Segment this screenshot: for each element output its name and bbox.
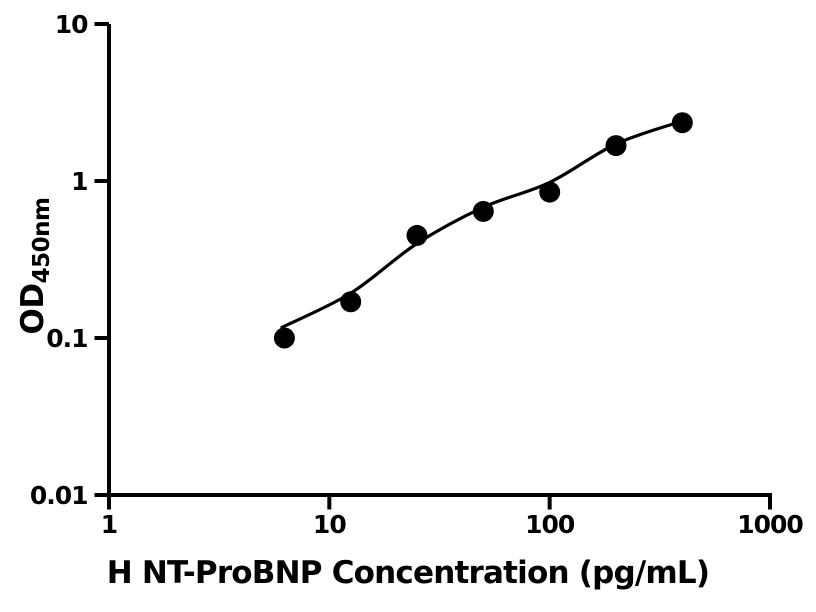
data-point-marker — [472, 200, 494, 222]
x-tick-label: 1 — [101, 510, 117, 539]
data-point-marker — [539, 181, 561, 203]
axis-spine — [107, 24, 772, 497]
data-point-marker — [605, 135, 627, 157]
data-point-marker — [273, 327, 295, 349]
data-point-marker — [671, 112, 693, 134]
x-tick-label: 10 — [313, 510, 346, 539]
y-axis-title-subscript: 450nm — [29, 197, 55, 284]
y-tick-label: 0.1 — [46, 324, 87, 353]
y-tick-label: 0.01 — [30, 481, 88, 510]
y-axis-title-main: OD — [15, 283, 51, 335]
x-tick-label: 1000 — [737, 510, 803, 539]
x-tick-label: 100 — [525, 510, 575, 539]
y-axis-title: OD450nm — [15, 197, 55, 335]
x-axis-title: H NT-ProBNP Concentration (pg/mL) — [106, 555, 710, 591]
y-tick-label: 10 — [55, 10, 88, 39]
data-point-marker — [406, 224, 428, 246]
y-tick-label: 1 — [71, 167, 87, 196]
data-point-marker — [340, 291, 362, 313]
